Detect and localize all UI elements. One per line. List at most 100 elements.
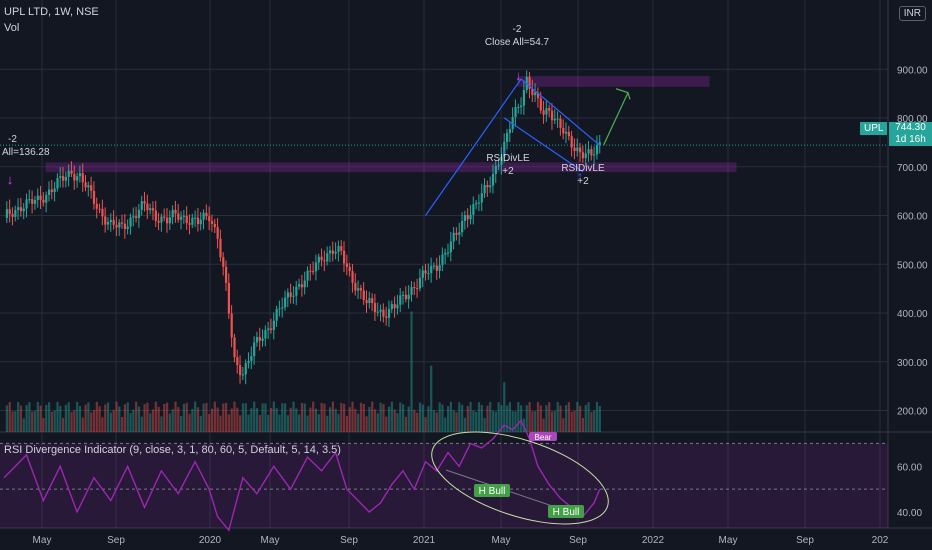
candle-body <box>39 195 42 200</box>
candle-body <box>545 108 548 115</box>
candle-body <box>511 117 514 130</box>
volume-bar <box>528 402 531 432</box>
rsi-divle-label: RSIDivLE <box>486 153 530 164</box>
volume-bar <box>210 408 214 432</box>
candle-body <box>514 107 517 118</box>
candle-body <box>295 286 298 296</box>
volume-bar <box>101 417 104 432</box>
volume-bar <box>17 401 20 432</box>
volume-bar <box>416 412 419 432</box>
left-signal-label: -2 <box>8 134 17 145</box>
rsi-tick-label: 40.00 <box>897 508 922 519</box>
candle-body <box>222 257 225 267</box>
candle-body <box>449 241 452 253</box>
volume-bar <box>576 401 579 432</box>
candle-body <box>33 200 37 204</box>
candle-body <box>106 222 110 225</box>
time-axis[interactable]: May Sep 2020 May Sep 2021 May Sep 2022 May Sep 202 <box>33 535 889 546</box>
volume-bar <box>351 401 354 432</box>
currency-badge[interactable]: INR <box>898 6 926 21</box>
candle-body <box>424 270 427 274</box>
volume-bar <box>461 404 464 432</box>
candle-body <box>163 216 166 218</box>
candle-body <box>284 297 287 308</box>
candle-body <box>73 173 76 181</box>
volume-bar <box>545 405 548 432</box>
drawings[interactable]: ↓ ↓ ↑ ↑ <box>7 68 631 216</box>
volume-bar <box>53 410 56 432</box>
volume-bar <box>480 404 483 432</box>
candle-body <box>550 110 554 121</box>
candle-body <box>45 194 48 203</box>
volume-bar <box>157 406 160 432</box>
time-tick-label: 2021 <box>413 535 436 546</box>
candle-body <box>261 338 264 341</box>
volume-bar <box>174 401 177 432</box>
candle-body <box>255 337 259 343</box>
volume-bar <box>22 418 25 432</box>
volume-bar <box>491 410 495 432</box>
volume-bar <box>56 401 59 432</box>
candle-body <box>548 108 551 111</box>
divergence-ellipse <box>431 431 609 525</box>
candle-body <box>292 295 295 297</box>
volume-bar <box>216 407 219 432</box>
volume-bar <box>126 402 129 432</box>
symbol-tag: UPL <box>860 122 888 135</box>
candle-body <box>497 164 500 166</box>
time-tick-label: Sep <box>569 535 587 546</box>
volume-bar <box>163 404 166 432</box>
volume-bar <box>78 406 82 432</box>
volume-bar <box>556 401 559 432</box>
volume-bar <box>196 407 200 432</box>
candle-body <box>475 202 478 205</box>
volume-bar <box>309 407 312 432</box>
arrowhead <box>615 88 631 100</box>
volume-bar <box>444 417 447 432</box>
candle-body <box>396 304 399 309</box>
volume-bar <box>233 401 236 432</box>
candle-body <box>505 132 509 142</box>
candle-body <box>469 214 472 220</box>
candle-body <box>371 298 374 304</box>
time-tick-label: 2022 <box>642 535 665 546</box>
candle-body <box>323 260 326 262</box>
volume-bar <box>413 409 416 432</box>
volume-bar <box>247 414 250 432</box>
candle-body <box>466 215 469 220</box>
volume-bar <box>281 403 284 432</box>
candle-body <box>289 292 292 297</box>
candle-body <box>410 287 413 295</box>
price-axis[interactable]: 900.00 800.00 700.00 600.00 500.00 400.00 300.… <box>897 65 928 519</box>
candle-body <box>458 232 461 235</box>
time-tick-label: Sep <box>796 535 814 546</box>
volume-bar <box>534 411 537 432</box>
candle-body <box>317 256 320 263</box>
candle-body <box>306 270 309 281</box>
volume-bar <box>219 415 222 432</box>
candle-body <box>118 222 121 228</box>
candle-body <box>95 203 98 209</box>
candle-body <box>334 251 337 254</box>
volume-bar <box>581 417 585 432</box>
volume-bar <box>359 402 363 432</box>
volume-bar <box>118 406 121 432</box>
candle-body <box>196 217 200 225</box>
volume-bar <box>570 411 573 432</box>
volume-bar <box>337 413 340 432</box>
volume-bar <box>129 412 132 432</box>
candle-body <box>154 210 157 221</box>
candle-body <box>123 223 127 230</box>
candle-body <box>143 201 146 204</box>
rsi-pane <box>0 419 888 532</box>
volume-bar <box>539 405 542 432</box>
volume-bar <box>267 414 270 432</box>
candle-body <box>483 184 486 194</box>
volume-bar <box>517 402 520 432</box>
candle-body <box>50 189 53 193</box>
volume-bar <box>334 408 337 432</box>
volume-bar <box>109 412 112 432</box>
sell-signal-arrow: ↓ <box>7 172 14 187</box>
volume-bar <box>402 404 405 432</box>
